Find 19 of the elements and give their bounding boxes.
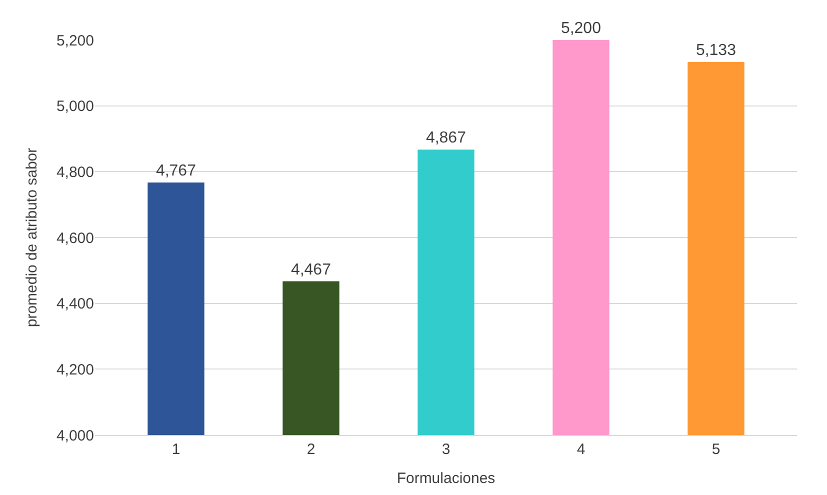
y-tick-label: 4,200 (56, 361, 94, 378)
x-tick-label: 2 (306, 441, 316, 458)
y-tick-label: 4,400 (56, 296, 94, 313)
data-label: 5,200 (560, 20, 602, 37)
y-tick-label: 4,600 (56, 230, 94, 247)
data-label: 5,133 (696, 42, 736, 60)
x-tick-label: 4 (576, 441, 586, 458)
data-label: 4,767 (156, 162, 196, 180)
x-tick-label: 5 (712, 441, 720, 458)
data-label: 4,467 (290, 261, 332, 278)
data-label: 4,867 (426, 130, 466, 147)
y-tick-label: 4,000 (56, 427, 94, 444)
y-tick-label: 5,000 (56, 98, 94, 116)
x-axis-title: Formulaciones (396, 470, 496, 487)
x-tick-label: 3 (442, 441, 450, 458)
y-axis-title: promedio de atributo sabor (24, 148, 41, 328)
y-tick-label: 5,200 (56, 32, 94, 50)
y-tick-label: 4,800 (56, 164, 94, 181)
x-tick-label: 1 (172, 441, 180, 458)
